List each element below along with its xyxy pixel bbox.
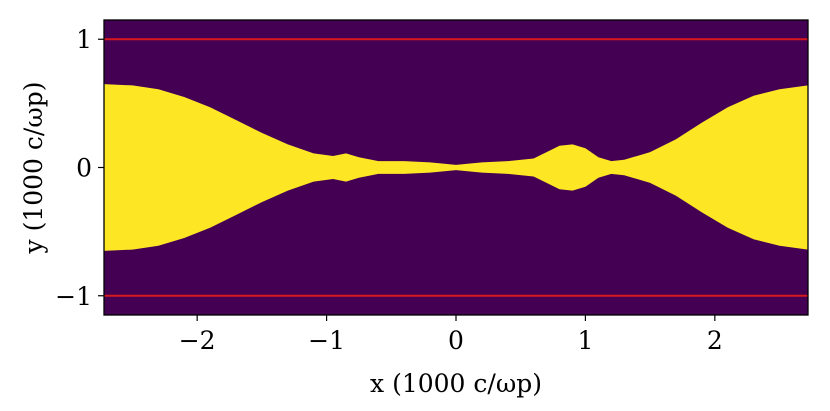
y-tick-label: 1 xyxy=(76,25,92,54)
x-tick-label: 2 xyxy=(707,326,723,355)
y-tick-label: 0 xyxy=(76,154,92,183)
x-tick-label: 0 xyxy=(448,326,464,355)
y-axis-label: y (1000 c/ωp) xyxy=(19,82,48,255)
x-axis-label: x (1000 c/ωp) xyxy=(370,369,542,398)
x-tick-label: −1 xyxy=(308,326,345,355)
filled-region xyxy=(104,84,808,251)
x-tick-label: 1 xyxy=(577,326,593,355)
x-tick-label: −2 xyxy=(179,326,216,355)
y-tick-label: −1 xyxy=(55,282,92,311)
